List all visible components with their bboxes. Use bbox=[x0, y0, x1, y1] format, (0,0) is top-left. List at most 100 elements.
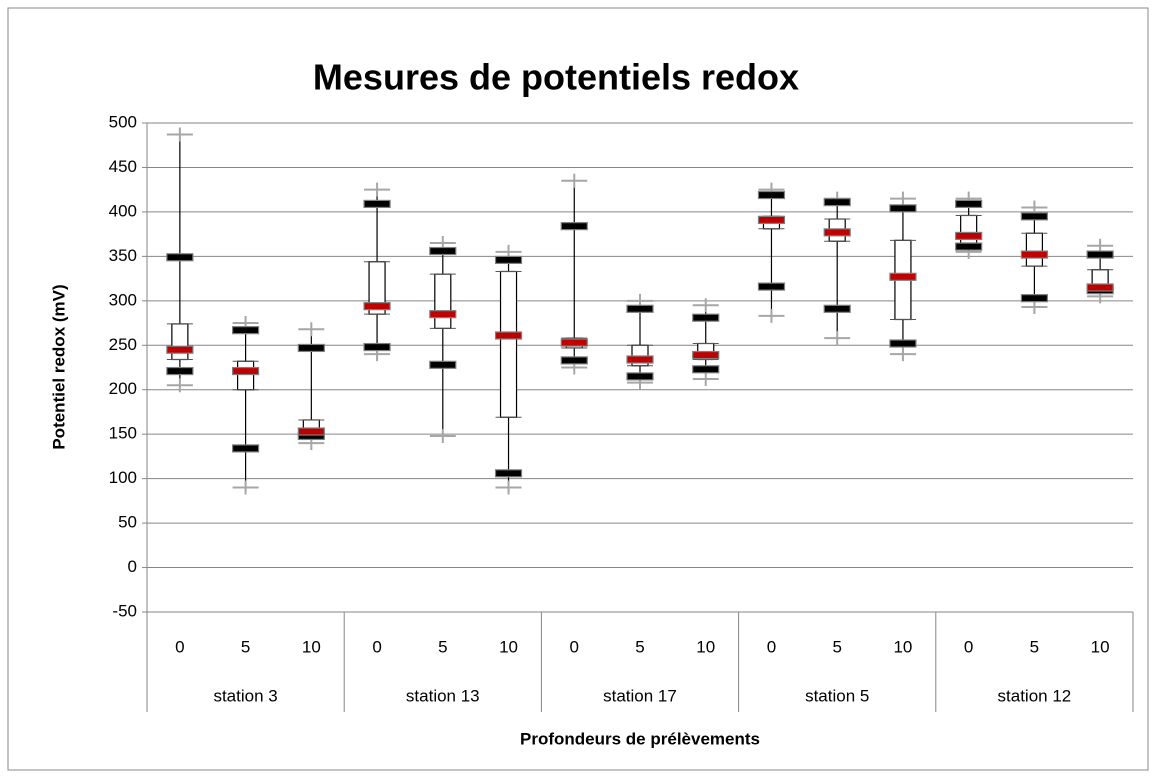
low-marker bbox=[823, 304, 851, 313]
low-marker bbox=[692, 365, 720, 374]
extreme-marker bbox=[166, 127, 193, 142]
extreme-marker bbox=[889, 191, 916, 206]
high-marker bbox=[757, 190, 786, 200]
x-tick-label: 5 bbox=[832, 637, 841, 656]
extreme-marker bbox=[692, 372, 719, 387]
median-marker bbox=[560, 338, 588, 347]
high-marker bbox=[232, 326, 260, 335]
median-marker bbox=[429, 310, 457, 319]
y-axis-title: Potentiel redox (mV) bbox=[49, 284, 68, 449]
low-marker bbox=[955, 242, 983, 251]
group-label: station 13 bbox=[406, 686, 480, 705]
extreme-marker bbox=[824, 331, 851, 346]
low-marker bbox=[889, 339, 917, 348]
extreme-marker bbox=[232, 480, 259, 495]
median-marker bbox=[232, 366, 260, 376]
high-marker bbox=[363, 199, 391, 209]
box bbox=[1025, 232, 1044, 267]
x-axis-title: Profondeurs de prélèvements bbox=[520, 729, 760, 748]
y-tick-label: 50 bbox=[118, 513, 137, 532]
extreme-marker bbox=[1021, 200, 1048, 215]
y-tick-label: 400 bbox=[109, 201, 137, 220]
high-marker bbox=[297, 343, 325, 353]
extreme-marker bbox=[889, 347, 916, 362]
extreme-marker bbox=[166, 378, 193, 393]
x-tick-label: 0 bbox=[767, 637, 776, 656]
box bbox=[237, 360, 255, 391]
median-marker bbox=[757, 215, 786, 225]
x-tick-label: 0 bbox=[372, 637, 381, 656]
x-tick-label: 0 bbox=[175, 637, 184, 656]
box bbox=[499, 270, 518, 418]
y-tick-label: 200 bbox=[109, 379, 137, 398]
x-tick-label: 10 bbox=[893, 637, 912, 656]
box bbox=[434, 273, 452, 329]
y-tick-label: 0 bbox=[128, 557, 137, 576]
high-marker bbox=[166, 253, 194, 262]
y-tick-label: 300 bbox=[109, 290, 137, 309]
extreme-marker bbox=[298, 322, 325, 337]
x-tick-label: 10 bbox=[499, 637, 518, 656]
low-marker bbox=[494, 469, 523, 478]
high-marker bbox=[1020, 212, 1049, 221]
high-marker bbox=[1086, 250, 1114, 259]
low-marker bbox=[626, 372, 654, 381]
median-marker bbox=[823, 228, 851, 237]
low-marker bbox=[232, 444, 260, 453]
extreme-marker bbox=[1087, 238, 1114, 253]
median-marker bbox=[1086, 283, 1114, 292]
high-marker bbox=[494, 255, 523, 265]
x-tick-label: 10 bbox=[696, 637, 715, 656]
x-tick-label: 10 bbox=[302, 637, 321, 656]
low-marker bbox=[757, 282, 786, 291]
median-marker bbox=[955, 231, 983, 241]
high-marker bbox=[889, 204, 917, 213]
low-marker bbox=[166, 366, 194, 376]
x-tick-label: 0 bbox=[570, 637, 579, 656]
median-marker bbox=[1020, 250, 1049, 259]
high-marker bbox=[823, 198, 851, 207]
x-tick-label: 5 bbox=[438, 637, 447, 656]
x-tick-label: 5 bbox=[1030, 637, 1039, 656]
median-marker bbox=[166, 345, 194, 354]
y-tick-label: 100 bbox=[109, 468, 137, 487]
y-tick-label: 250 bbox=[109, 335, 137, 354]
extreme-marker bbox=[429, 428, 456, 443]
extreme-marker bbox=[1021, 300, 1048, 315]
median-marker bbox=[626, 355, 654, 364]
median-marker bbox=[363, 302, 391, 311]
group-label: station 12 bbox=[998, 686, 1072, 705]
x-tick-label: 10 bbox=[1091, 637, 1110, 656]
group-label: station 17 bbox=[603, 686, 677, 705]
chart-title: Mesures de potentiels redox bbox=[313, 57, 799, 98]
extreme-marker bbox=[758, 308, 785, 323]
chart-frame bbox=[7, 7, 1149, 771]
extreme-marker bbox=[561, 173, 588, 188]
low-marker bbox=[363, 342, 391, 352]
extreme-marker bbox=[692, 298, 719, 313]
x-tick-label: 5 bbox=[241, 637, 250, 656]
high-marker bbox=[560, 222, 588, 231]
y-tick-label: 150 bbox=[109, 424, 137, 443]
low-marker bbox=[429, 360, 457, 369]
extreme-marker bbox=[364, 182, 391, 197]
box bbox=[171, 323, 189, 361]
median-marker bbox=[692, 350, 720, 360]
median-marker bbox=[297, 427, 325, 436]
median-marker bbox=[494, 331, 523, 340]
high-marker bbox=[692, 313, 720, 322]
extreme-marker bbox=[495, 480, 522, 495]
median-marker bbox=[889, 272, 917, 281]
low-marker bbox=[1020, 294, 1049, 303]
high-marker bbox=[626, 304, 654, 313]
y-tick-label: 450 bbox=[109, 157, 137, 176]
group-label: station 5 bbox=[805, 686, 869, 705]
high-marker bbox=[429, 246, 457, 256]
low-marker bbox=[560, 356, 588, 365]
y-tick-label: 500 bbox=[109, 112, 137, 131]
high-marker bbox=[955, 199, 983, 209]
group-label: station 3 bbox=[213, 686, 277, 705]
x-tick-label: 5 bbox=[635, 637, 644, 656]
x-tick-label: 0 bbox=[964, 637, 973, 656]
